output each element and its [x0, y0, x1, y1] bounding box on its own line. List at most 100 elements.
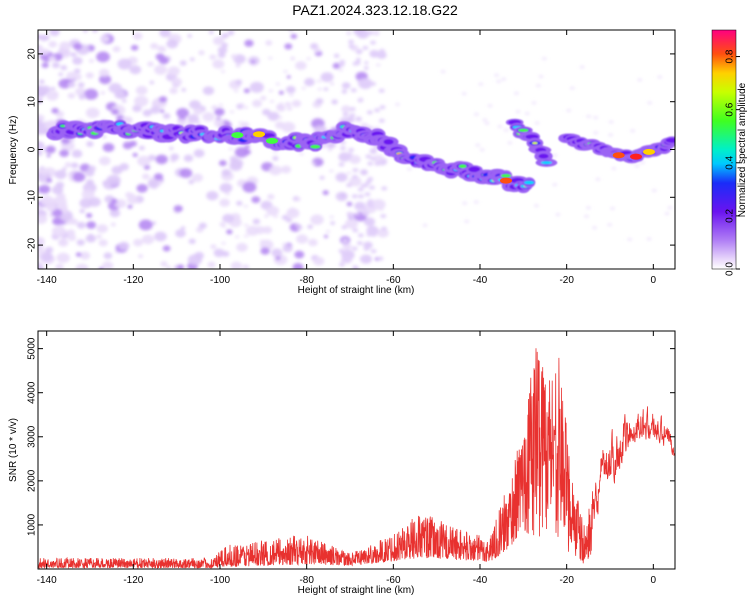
noise-blob — [380, 226, 387, 231]
noise-blob — [221, 169, 231, 177]
noise-blob — [76, 221, 86, 229]
noise-blob — [357, 194, 364, 199]
noise-blob — [595, 177, 601, 181]
ridge-layer — [558, 133, 675, 164]
noise-blob — [198, 222, 207, 229]
spectrogram-y-label: Frequency (Hz) — [8, 116, 19, 185]
noise-blob — [219, 182, 233, 193]
noise-blob — [187, 34, 192, 38]
noise-blob — [365, 180, 372, 185]
noise-blob — [634, 164, 640, 168]
noise-blob — [45, 145, 56, 154]
noise-blob — [377, 228, 389, 238]
noise-blob — [366, 232, 373, 237]
noise-blob — [360, 169, 368, 176]
noise-blob — [159, 30, 171, 38]
noise-blob — [482, 118, 488, 122]
noise-blob — [374, 161, 381, 166]
y-tick-label: 4000 — [27, 381, 38, 404]
noise-blob — [369, 148, 378, 155]
noise-blob — [244, 39, 254, 47]
noise-blob — [365, 205, 377, 214]
noise-blob — [114, 199, 127, 209]
noise-blob — [569, 86, 575, 90]
noise-blob — [41, 62, 49, 68]
noise-blob — [579, 65, 585, 69]
noise-blob — [251, 196, 261, 204]
noise-blob — [288, 93, 294, 97]
ridge-blob-peak — [532, 142, 538, 145]
noise-blob — [193, 149, 205, 158]
noise-blob — [378, 118, 385, 123]
noise-blob — [96, 234, 102, 239]
noise-blob — [319, 175, 325, 180]
noise-blob — [228, 147, 234, 151]
noise-blob — [187, 114, 200, 124]
noise-blob — [260, 95, 267, 101]
noise-blob — [630, 129, 636, 133]
noise-blob — [339, 59, 346, 64]
noise-blob — [137, 155, 151, 167]
noise-blob — [58, 72, 64, 77]
noise-blob — [38, 205, 43, 212]
noise-blob — [323, 234, 329, 239]
noise-blob — [103, 252, 113, 260]
noise-blob — [607, 223, 613, 227]
noise-blob — [352, 265, 359, 269]
noise-blob — [38, 129, 44, 135]
noise-blob — [328, 169, 334, 173]
noise-blob — [370, 249, 377, 254]
noise-blob — [496, 79, 502, 83]
noise-blob — [177, 118, 186, 126]
noise-blob — [342, 112, 349, 117]
noise-blob — [357, 233, 364, 238]
chart-title: PAZ1.2024.323.12.18.G22 — [292, 2, 458, 18]
noise-blob — [150, 106, 161, 114]
noise-blob — [239, 102, 245, 106]
noise-blob — [352, 168, 359, 173]
colorbar-tick-label: 0.0 — [725, 262, 736, 276]
noise-blob — [341, 82, 351, 89]
noise-blob — [72, 56, 83, 65]
noise-blob — [487, 104, 493, 108]
ridge-blob-core — [500, 173, 512, 178]
noise-blob — [360, 206, 367, 211]
noise-blob — [296, 234, 309, 244]
noise-blob — [147, 61, 154, 67]
noise-blob — [323, 87, 329, 91]
noise-blob — [375, 63, 381, 67]
noise-blob — [365, 202, 372, 207]
noise-blob — [290, 33, 298, 39]
noise-blob — [272, 155, 279, 161]
x-tick-label: 0 — [651, 575, 657, 586]
noise-blob — [333, 53, 340, 58]
noise-blob — [102, 142, 115, 152]
snr-x-ticks: -140 -120 -100 -80 -60 -40 -20 0 — [37, 331, 657, 586]
noise-blob — [221, 32, 229, 39]
noise-blob — [59, 149, 70, 157]
noise-blob — [507, 141, 513, 145]
noise-blob — [221, 224, 227, 228]
noise-blob — [473, 112, 479, 116]
noise-blob — [233, 89, 239, 93]
noise-blob — [83, 88, 99, 100]
noise-blob — [179, 60, 187, 66]
noise-blob — [295, 61, 307, 70]
noise-blob — [67, 92, 76, 99]
noise-blob — [285, 85, 296, 94]
noise-blob — [355, 57, 361, 62]
noise-blob — [75, 87, 86, 96]
noise-blob — [342, 238, 349, 243]
noise-blob — [348, 39, 355, 44]
noise-blob — [646, 237, 652, 241]
noise-blob — [102, 261, 114, 269]
noise-blob — [367, 177, 374, 182]
noise-blob — [497, 124, 503, 128]
x-tick-label: -40 — [473, 275, 488, 286]
noise-blob — [157, 45, 166, 53]
noise-blob — [211, 105, 218, 111]
noise-blob — [73, 68, 81, 74]
noise-blob — [609, 206, 615, 210]
spectrogram-y-ticks: -20 -10 0 10 20 — [27, 48, 675, 252]
